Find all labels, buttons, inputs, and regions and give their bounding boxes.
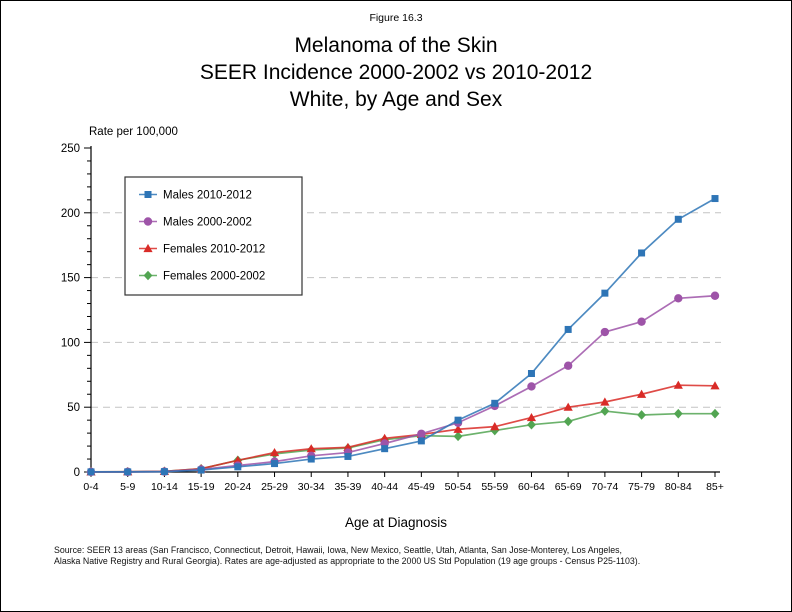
y-tick-label: 250 <box>61 143 80 155</box>
data-point-marker <box>637 317 646 326</box>
x-tick-label: 5-9 <box>120 481 135 493</box>
x-tick-label: 10-14 <box>151 481 178 493</box>
x-tick-label: 35-39 <box>335 481 362 493</box>
x-tick-label: 70-74 <box>591 481 618 493</box>
data-point-marker <box>674 294 683 303</box>
x-tick-label: 15-19 <box>188 481 215 493</box>
y-tick-label: 0 <box>74 467 80 479</box>
series-line-females-2010-2012 <box>90 384 716 473</box>
chart-title: Melanoma of the Skin SEER Incidence 2000… <box>1 32 791 113</box>
series-line-females-2000-2002 <box>90 410 715 473</box>
data-point-marker <box>307 455 315 463</box>
x-tick-label: 45-49 <box>408 481 435 493</box>
legend-label: Females 2000-2002 <box>163 271 265 283</box>
data-point-marker <box>306 444 316 453</box>
data-point-marker <box>234 463 242 471</box>
data-point-marker <box>638 249 646 257</box>
data-point-marker <box>563 361 573 370</box>
data-point-marker <box>710 291 720 300</box>
data-point-marker <box>527 370 535 378</box>
y-tick-label: 100 <box>61 337 80 349</box>
source-note-line2: Alaska Native Registry and Rural Georgia… <box>54 556 641 566</box>
data-point-marker <box>344 452 352 460</box>
data-point-marker <box>490 425 500 436</box>
data-point-marker <box>453 431 463 442</box>
y-tick-label: 50 <box>67 402 80 414</box>
x-tick-label: 65-69 <box>555 481 582 493</box>
x-tick-label: 40-44 <box>371 481 398 493</box>
legend-label: Males 2000-2002 <box>163 217 252 229</box>
data-point-marker <box>343 442 353 451</box>
data-point-marker <box>417 429 426 438</box>
y-axis-title: Rate per 100,000 <box>89 126 178 138</box>
legend-marker-diamond <box>143 270 153 281</box>
data-point-marker <box>637 410 646 420</box>
data-point-marker <box>527 419 536 430</box>
data-point-marker <box>601 289 609 297</box>
data-point-marker <box>381 445 389 453</box>
data-point-marker <box>491 399 499 407</box>
legend-marker-square <box>144 191 152 198</box>
x-tick-label: 80-84 <box>665 481 692 493</box>
x-tick-label: 0-4 <box>83 481 98 493</box>
data-point-marker <box>674 215 682 223</box>
x-tick-label: 75-79 <box>628 481 655 493</box>
data-point-marker <box>710 408 720 419</box>
x-axis-title: Age at Diagnosis <box>344 515 448 530</box>
y-tick-label: 200 <box>61 208 80 220</box>
legend-box <box>124 176 303 296</box>
data-point-marker <box>564 325 572 333</box>
data-point-marker <box>563 402 573 411</box>
x-tick-label: 55-59 <box>481 481 508 493</box>
data-point-marker <box>87 468 95 476</box>
data-point-marker <box>271 460 279 468</box>
data-point-marker <box>600 327 610 337</box>
legend-label: Males 2010-2012 <box>163 190 252 202</box>
legend-label: Females 2010-2012 <box>163 244 265 256</box>
chart-title-line2: SEER Incidence 2000-2002 vs 2010-2012 <box>199 61 593 84</box>
chart-title-line1: Melanoma of the Skin <box>294 34 498 57</box>
data-point-marker <box>636 389 647 398</box>
data-point-marker <box>711 195 719 203</box>
data-point-marker <box>673 380 683 389</box>
legend-marker-triangle <box>143 243 153 253</box>
source-note-line1: Source: SEER 13 areas (San Francisco, Co… <box>54 545 622 555</box>
figure-number: Figure 16.3 <box>369 12 423 24</box>
data-point-marker <box>417 437 425 445</box>
data-point-marker <box>233 455 243 464</box>
data-point-marker <box>197 466 205 474</box>
series-line-males-2010-2012 <box>91 197 716 473</box>
x-tick-label: 50-54 <box>445 481 472 493</box>
x-tick-label: 85+ <box>706 481 724 493</box>
y-tick-label: 150 <box>61 273 80 285</box>
data-point-marker <box>160 468 168 476</box>
data-point-marker <box>527 382 536 391</box>
x-tick-label: 30-34 <box>298 481 325 493</box>
data-point-marker <box>453 424 463 433</box>
data-point-marker <box>490 422 500 431</box>
data-point-marker <box>600 406 610 416</box>
chart-title-line3: White, by Age and Sex <box>289 88 503 111</box>
data-point-marker <box>526 412 537 422</box>
legend-marker-circle <box>143 217 153 226</box>
x-tick-label: 20-24 <box>224 481 251 493</box>
data-point-marker <box>124 468 132 476</box>
data-point-marker <box>454 416 462 424</box>
x-tick-label: 60-64 <box>518 481 545 493</box>
data-point-marker <box>710 381 720 390</box>
data-point-marker <box>380 433 390 442</box>
data-point-marker <box>269 447 280 457</box>
source-note: Source: SEER 13 areas (San Francisco, Co… <box>54 545 771 567</box>
data-point-marker <box>673 408 683 419</box>
data-point-marker <box>563 416 573 427</box>
data-point-marker <box>600 397 610 406</box>
x-tick-label: 25-29 <box>261 481 288 493</box>
